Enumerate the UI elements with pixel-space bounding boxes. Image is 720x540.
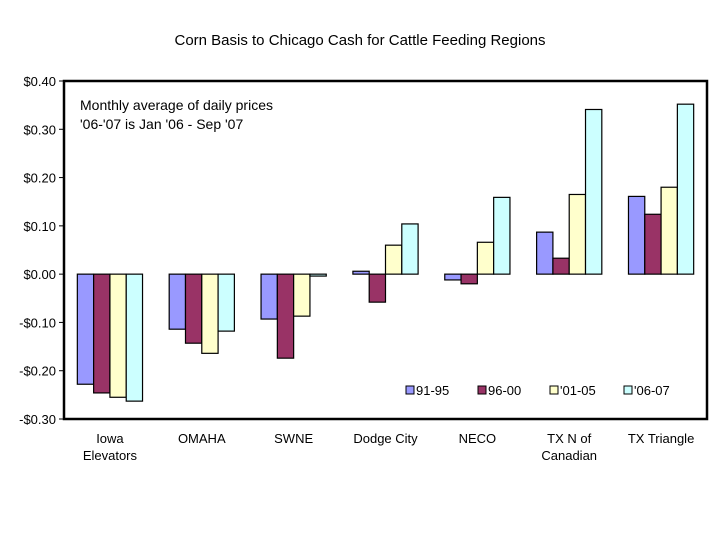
y-tick-label: $0.40 <box>23 74 56 89</box>
plot-frame <box>62 79 709 421</box>
y-axis: $0.40 $0.30 $0.20 $0.10 $0.00 -$0.10 -$0.20 -$0… <box>19 74 64 427</box>
bar-91-95-2 <box>260 273 278 320</box>
annotation-line-1: Monthly average of daily prices <box>80 97 273 113</box>
bar-96-00-2 <box>276 273 295 359</box>
x-tick-label: Canadian <box>541 448 597 463</box>
bar-01-05-5 <box>568 193 587 275</box>
y-tick-label: $0.30 <box>23 122 56 137</box>
x-tick-label: SWNE <box>274 431 313 446</box>
x-axis-labels: Iowa Elevators OMAHA SWNE Dodge City NECO TX N… <box>83 431 694 463</box>
bar-96-00-4 <box>460 273 478 285</box>
bar-01-05-6 <box>660 186 678 275</box>
legend-label: 96-00 <box>488 383 521 398</box>
bar-96-00-1 <box>184 273 203 344</box>
bar-06-07-2 <box>309 273 327 277</box>
x-tick-label: NECO <box>459 431 497 446</box>
legend-label: 91-95 <box>416 383 449 398</box>
legend-label: '06-07 <box>634 383 670 398</box>
annotation-line-2: '06-'07 is Jan '06 - Sep '07 <box>80 116 243 132</box>
bar-96-00-0 <box>93 273 111 394</box>
annotation: Monthly average of daily prices '06-'07 … <box>80 97 273 132</box>
y-tick-label: -$0.30 <box>19 412 56 427</box>
y-tick-label: $0.10 <box>23 219 56 234</box>
bar-91-95-5 <box>536 231 554 275</box>
x-tick-label: Dodge City <box>353 431 418 446</box>
legend-swatch <box>405 385 415 395</box>
bar-01-05-1 <box>201 273 219 354</box>
bar-01-05-3 <box>384 244 403 275</box>
legend-swatch <box>623 385 633 395</box>
bar-91-95-4 <box>444 273 462 281</box>
x-tick-label: Elevators <box>83 448 138 463</box>
bar-01-05-4 <box>476 241 495 275</box>
bar-06-07-0 <box>125 273 144 402</box>
bar-91-95-1 <box>168 273 187 330</box>
legend-swatch <box>477 385 487 395</box>
y-tick-label: $0.20 <box>23 171 56 186</box>
bar-06-07-6 <box>676 103 695 275</box>
bar-06-07-3 <box>401 223 419 275</box>
y-tick-label: -$0.20 <box>19 364 56 379</box>
legend-label: '01-05 <box>560 383 596 398</box>
legend-swatch <box>549 385 559 395</box>
bar-06-07-1 <box>217 273 235 332</box>
bar-96-00-3 <box>368 273 387 303</box>
bar-96-00-6 <box>644 213 662 275</box>
bar-91-95-6 <box>627 195 646 275</box>
bars <box>76 103 695 402</box>
chart-title: Corn Basis to Chicago Cash for Cattle Fe… <box>174 32 545 49</box>
bar-01-05-2 <box>293 273 311 317</box>
bar-91-95-3 <box>352 270 370 275</box>
bar-01-05-0 <box>109 273 127 398</box>
bar-06-07-5 <box>584 108 603 275</box>
x-tick-label: OMAHA <box>178 431 226 446</box>
bar-96-00-5 <box>552 257 570 275</box>
y-tick-label: -$0.10 <box>19 315 56 330</box>
bar-91-95-0 <box>76 273 95 385</box>
x-tick-label: TX Triangle <box>628 431 694 446</box>
y-tick-label: $0.00 <box>23 267 56 282</box>
legend: 91-95 96-00 '01-05 '06-07 <box>405 383 670 398</box>
bar-06-07-4 <box>493 196 511 275</box>
x-tick-label: Iowa <box>96 431 124 446</box>
x-tick-label: TX N of <box>547 431 591 446</box>
